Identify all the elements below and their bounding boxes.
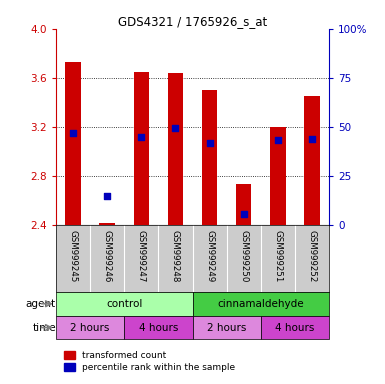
Bar [270, 127, 286, 225]
Bar [99, 223, 115, 225]
Bar [192, 292, 329, 316]
Text: GSM999248: GSM999248 [171, 230, 180, 282]
Bar [202, 90, 217, 225]
Point [241, 210, 247, 217]
Text: GSM999251: GSM999251 [273, 230, 283, 282]
Text: 2 hours: 2 hours [70, 323, 110, 333]
Bar [236, 184, 251, 225]
Bar [134, 72, 149, 225]
Point [70, 130, 76, 136]
Text: GSM999245: GSM999245 [69, 230, 77, 282]
Point [138, 133, 144, 139]
Text: GSM999250: GSM999250 [239, 230, 248, 282]
Point [104, 194, 110, 200]
Bar [261, 316, 329, 339]
Text: 4 hours: 4 hours [275, 323, 315, 333]
Text: GSM999247: GSM999247 [137, 230, 146, 282]
Bar [192, 316, 261, 339]
Bar [124, 316, 192, 339]
Point [172, 125, 179, 131]
Bar [56, 292, 192, 316]
Point [275, 137, 281, 143]
Point [309, 136, 315, 142]
Text: time: time [32, 323, 56, 333]
Legend: transformed count, percentile rank within the sample: transformed count, percentile rank withi… [60, 348, 239, 376]
Point [206, 139, 213, 146]
Bar [305, 96, 320, 225]
Text: cinnamaldehyde: cinnamaldehyde [218, 299, 304, 309]
Title: GDS4321 / 1765926_s_at: GDS4321 / 1765926_s_at [118, 15, 267, 28]
Text: GSM999249: GSM999249 [205, 230, 214, 282]
Text: agent: agent [26, 299, 56, 309]
Bar [56, 316, 124, 339]
Text: GSM999252: GSM999252 [308, 230, 316, 282]
Text: 4 hours: 4 hours [139, 323, 178, 333]
Bar [168, 73, 183, 225]
Text: 2 hours: 2 hours [207, 323, 246, 333]
Bar [65, 62, 80, 225]
Text: control: control [106, 299, 142, 309]
Text: GSM999246: GSM999246 [102, 230, 112, 282]
